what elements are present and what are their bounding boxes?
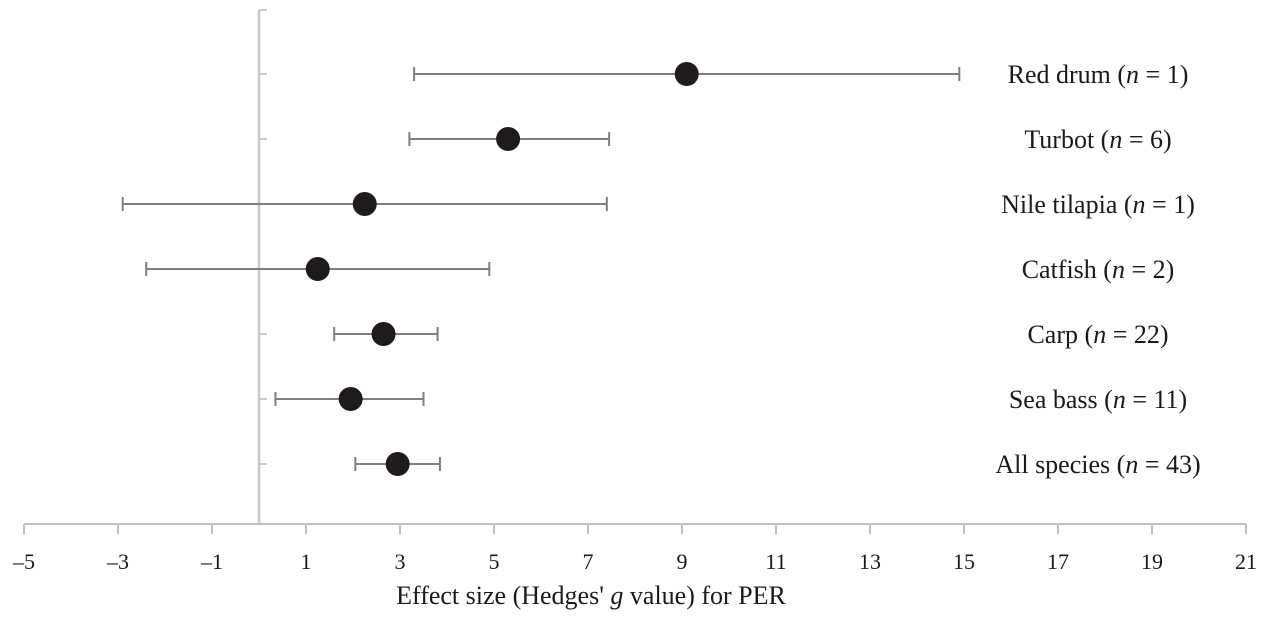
effect-row: Sea bass (n = 11) bbox=[274, 385, 1187, 414]
n-value: = 22) bbox=[1106, 320, 1168, 349]
paren-open: ( bbox=[1110, 450, 1125, 479]
n-symbol: n bbox=[1113, 385, 1126, 414]
species-name: Carp bbox=[1027, 320, 1078, 349]
effect-row: Turbot (n = 6) bbox=[408, 125, 1172, 154]
x-axis-label: Effect size (Hedges' g value) for PER bbox=[396, 581, 786, 610]
x-tick-label: –5 bbox=[12, 549, 35, 574]
x-tick-label: 15 bbox=[953, 549, 975, 574]
effect-row: Nile tilapia (n = 1) bbox=[121, 190, 1195, 219]
row-label: Turbot (n = 6) bbox=[1024, 125, 1171, 154]
n-value: = 2) bbox=[1125, 255, 1174, 284]
species-name: Sea bass bbox=[1009, 385, 1098, 414]
x-tick-label: –3 bbox=[106, 549, 129, 574]
x-axis-label-prefix: Effect size (Hedges' bbox=[396, 581, 610, 610]
n-symbol: n bbox=[1126, 60, 1139, 89]
effect-row: Carp (n = 22) bbox=[333, 320, 1169, 349]
row-label: Nile tilapia (n = 1) bbox=[1001, 190, 1195, 219]
row-label: Sea bass (n = 11) bbox=[1009, 385, 1187, 414]
n-value: = 1) bbox=[1146, 190, 1195, 219]
n-symbol: n bbox=[1109, 125, 1122, 154]
effect-rows: Red drum (n = 1)Turbot (n = 6)Nile tilap… bbox=[121, 60, 1201, 479]
effect-point bbox=[674, 62, 699, 86]
paren-open: ( bbox=[1111, 60, 1126, 89]
effect-point bbox=[338, 387, 363, 411]
effect-point bbox=[352, 192, 377, 216]
species-name: Turbot bbox=[1024, 125, 1095, 154]
paren-open: ( bbox=[1094, 125, 1109, 154]
x-tick-label: 1 bbox=[301, 549, 312, 574]
x-axis-label-suffix: value) for PER bbox=[623, 581, 786, 610]
x-tick-label: 3 bbox=[395, 549, 406, 574]
row-label: Red drum (n = 1) bbox=[1008, 60, 1189, 89]
effect-row: All species (n = 43) bbox=[354, 450, 1201, 479]
n-symbol: n bbox=[1112, 255, 1125, 284]
species-name: Catfish bbox=[1022, 255, 1097, 284]
paren-open: ( bbox=[1098, 385, 1113, 414]
x-tick-label: 13 bbox=[859, 549, 881, 574]
effect-point bbox=[371, 322, 396, 346]
effect-point bbox=[496, 127, 521, 151]
x-tick-label: 17 bbox=[1047, 549, 1069, 574]
x-tick-label: 21 bbox=[1235, 549, 1257, 574]
effect-row: Red drum (n = 1) bbox=[413, 60, 1189, 89]
species-name: All species bbox=[995, 450, 1110, 479]
species-name: Red drum bbox=[1008, 60, 1111, 89]
n-value: = 43) bbox=[1138, 450, 1200, 479]
x-axis-label-italic: g bbox=[610, 581, 623, 610]
n-symbol: n bbox=[1133, 190, 1146, 219]
row-label: Carp (n = 22) bbox=[1027, 320, 1168, 349]
x-tick-label: –1 bbox=[200, 549, 223, 574]
paren-open: ( bbox=[1097, 255, 1112, 284]
x-tick-label: 19 bbox=[1141, 549, 1163, 574]
paren-open: ( bbox=[1117, 190, 1132, 219]
n-value: = 1) bbox=[1139, 60, 1188, 89]
x-tick-label: 7 bbox=[583, 549, 594, 574]
row-label: Catfish (n = 2) bbox=[1022, 255, 1175, 284]
effect-point bbox=[305, 257, 330, 281]
row-label: All species (n = 43) bbox=[995, 450, 1200, 479]
effect-row: Catfish (n = 2) bbox=[145, 255, 1175, 284]
paren-open: ( bbox=[1078, 320, 1093, 349]
x-tick-label: 11 bbox=[765, 549, 786, 574]
n-symbol: n bbox=[1093, 320, 1106, 349]
x-tick-label: 9 bbox=[677, 549, 688, 574]
n-value: = 11) bbox=[1126, 385, 1187, 414]
x-axis: –5 –3 –1 1 3 5 7 9 11 13 15 17 19 21 bbox=[12, 523, 1257, 574]
effect-point bbox=[385, 452, 410, 476]
species-name: Nile tilapia bbox=[1001, 190, 1118, 219]
x-tick-label: 5 bbox=[489, 549, 500, 574]
n-symbol: n bbox=[1125, 450, 1138, 479]
n-value: = 6) bbox=[1122, 125, 1171, 154]
reference-axis bbox=[257, 9, 267, 524]
